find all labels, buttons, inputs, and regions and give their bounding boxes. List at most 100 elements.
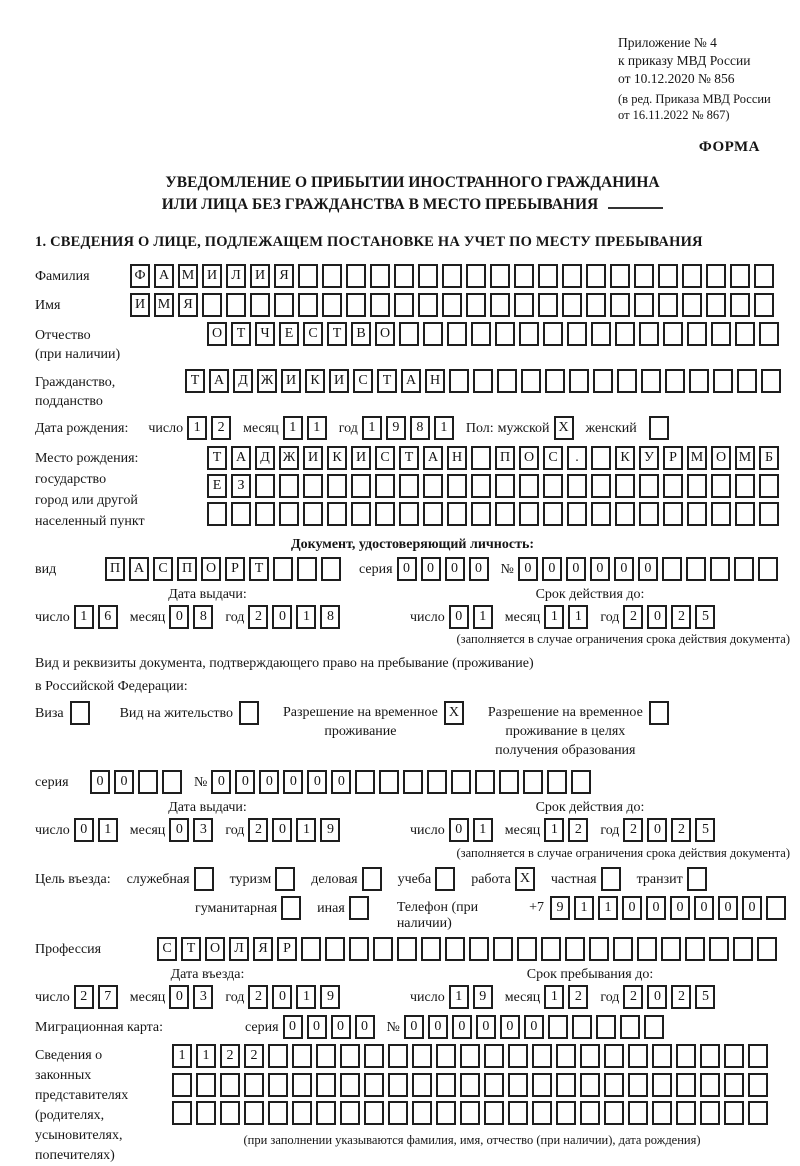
char-box[interactable]: 2 xyxy=(671,984,692,1009)
char-box[interactable]: 0 xyxy=(647,604,668,629)
char-box[interactable] xyxy=(316,1100,336,1125)
char-box[interactable]: 0 xyxy=(646,895,666,920)
char-box[interactable]: А xyxy=(401,369,421,394)
char-box[interactable]: Л xyxy=(229,936,249,961)
char-box[interactable] xyxy=(346,264,366,288)
char-box[interactable] xyxy=(394,264,414,288)
char-box[interactable] xyxy=(490,264,510,288)
char-box[interactable]: 1 xyxy=(97,818,118,843)
char-box[interactable]: 0 xyxy=(444,556,465,581)
char-box[interactable]: 1 xyxy=(544,604,565,629)
char-box[interactable]: 1 xyxy=(187,416,208,441)
char-box[interactable] xyxy=(202,293,222,318)
char-box[interactable]: 0 xyxy=(427,1015,448,1040)
char-box[interactable] xyxy=(591,473,611,498)
char-box[interactable] xyxy=(580,1044,600,1069)
char-box[interactable] xyxy=(397,936,417,961)
char-box[interactable] xyxy=(244,1100,264,1125)
char-box[interactable]: 0 xyxy=(396,556,417,581)
char-box[interactable] xyxy=(355,770,376,795)
char-box[interactable] xyxy=(348,895,369,920)
char-box[interactable]: 1 xyxy=(574,895,594,920)
char-box[interactable] xyxy=(687,502,707,527)
char-box[interactable] xyxy=(538,264,558,288)
char-box[interactable] xyxy=(412,1100,432,1125)
char-box[interactable] xyxy=(613,936,633,961)
char-box[interactable]: Т xyxy=(249,556,269,581)
char-box[interactable] xyxy=(327,502,347,527)
char-box[interactable]: Я xyxy=(274,264,294,288)
char-box[interactable] xyxy=(255,502,275,527)
char-box[interactable] xyxy=(325,936,345,961)
char-box[interactable] xyxy=(364,1072,384,1097)
char-box[interactable] xyxy=(412,1044,432,1069)
char-box[interactable] xyxy=(471,322,491,347)
char-box[interactable] xyxy=(508,1044,528,1069)
char-box[interactable] xyxy=(281,895,302,920)
char-box[interactable]: 0 xyxy=(211,770,232,795)
char-box[interactable] xyxy=(591,322,611,347)
char-box[interactable] xyxy=(388,1044,408,1069)
char-box[interactable] xyxy=(499,770,520,795)
char-box[interactable] xyxy=(196,1072,216,1097)
char-box[interactable]: П xyxy=(105,556,125,581)
char-box[interactable]: X xyxy=(514,866,535,891)
char-box[interactable]: 0 xyxy=(613,556,634,581)
char-box[interactable] xyxy=(460,1044,480,1069)
char-box[interactable]: А xyxy=(129,556,149,581)
char-box[interactable] xyxy=(663,473,683,498)
char-box[interactable]: 3 xyxy=(193,818,214,843)
char-box[interactable] xyxy=(706,293,726,318)
char-box[interactable]: Я xyxy=(253,936,273,961)
char-box[interactable] xyxy=(639,502,659,527)
char-box[interactable] xyxy=(617,369,637,394)
char-box[interactable] xyxy=(460,1100,480,1125)
char-box[interactable] xyxy=(226,293,246,318)
char-box[interactable]: 0 xyxy=(420,556,441,581)
char-box[interactable]: С xyxy=(375,445,395,470)
char-box[interactable] xyxy=(471,473,491,498)
char-box[interactable]: М xyxy=(687,445,707,470)
char-box[interactable]: Т xyxy=(181,936,201,961)
char-box[interactable]: 1 xyxy=(598,895,618,920)
char-box[interactable] xyxy=(532,1072,552,1097)
char-box[interactable] xyxy=(279,502,299,527)
char-box[interactable] xyxy=(735,322,755,347)
char-box[interactable]: Е xyxy=(207,473,227,498)
char-box[interactable] xyxy=(292,1044,312,1069)
char-box[interactable]: 0 xyxy=(448,818,469,843)
char-box[interactable] xyxy=(351,502,371,527)
char-box[interactable] xyxy=(196,1100,216,1125)
char-box[interactable] xyxy=(610,293,630,318)
char-box[interactable] xyxy=(418,293,438,318)
char-box[interactable]: О xyxy=(205,936,225,961)
char-box[interactable]: Т xyxy=(399,445,419,470)
char-box[interactable] xyxy=(759,473,779,498)
char-box[interactable] xyxy=(514,264,534,288)
char-box[interactable]: 0 xyxy=(306,1015,327,1040)
char-box[interactable]: Т xyxy=(185,369,205,394)
char-box[interactable]: 2 xyxy=(244,1044,264,1069)
char-box[interactable]: 7 xyxy=(97,984,118,1009)
char-box[interactable]: Т xyxy=(377,369,397,394)
char-box[interactable] xyxy=(586,264,606,288)
char-box[interactable] xyxy=(567,322,587,347)
char-box[interactable]: 5 xyxy=(695,818,716,843)
char-box[interactable] xyxy=(567,473,587,498)
char-box[interactable] xyxy=(709,936,729,961)
char-box[interactable]: 8 xyxy=(193,604,214,629)
char-box[interactable]: 5 xyxy=(695,984,716,1009)
char-box[interactable]: 2 xyxy=(248,818,269,843)
char-box[interactable]: И xyxy=(250,264,270,288)
char-box[interactable] xyxy=(327,473,347,498)
char-box[interactable] xyxy=(733,556,754,581)
char-box[interactable] xyxy=(471,445,491,470)
char-box[interactable] xyxy=(604,1044,624,1069)
char-box[interactable] xyxy=(292,1072,312,1097)
char-box[interactable] xyxy=(490,293,510,318)
char-box[interactable] xyxy=(436,1100,456,1125)
char-box[interactable]: 5 xyxy=(695,604,716,629)
char-box[interactable]: 0 xyxy=(451,1015,472,1040)
char-box[interactable] xyxy=(545,369,565,394)
char-box[interactable] xyxy=(364,1100,384,1125)
